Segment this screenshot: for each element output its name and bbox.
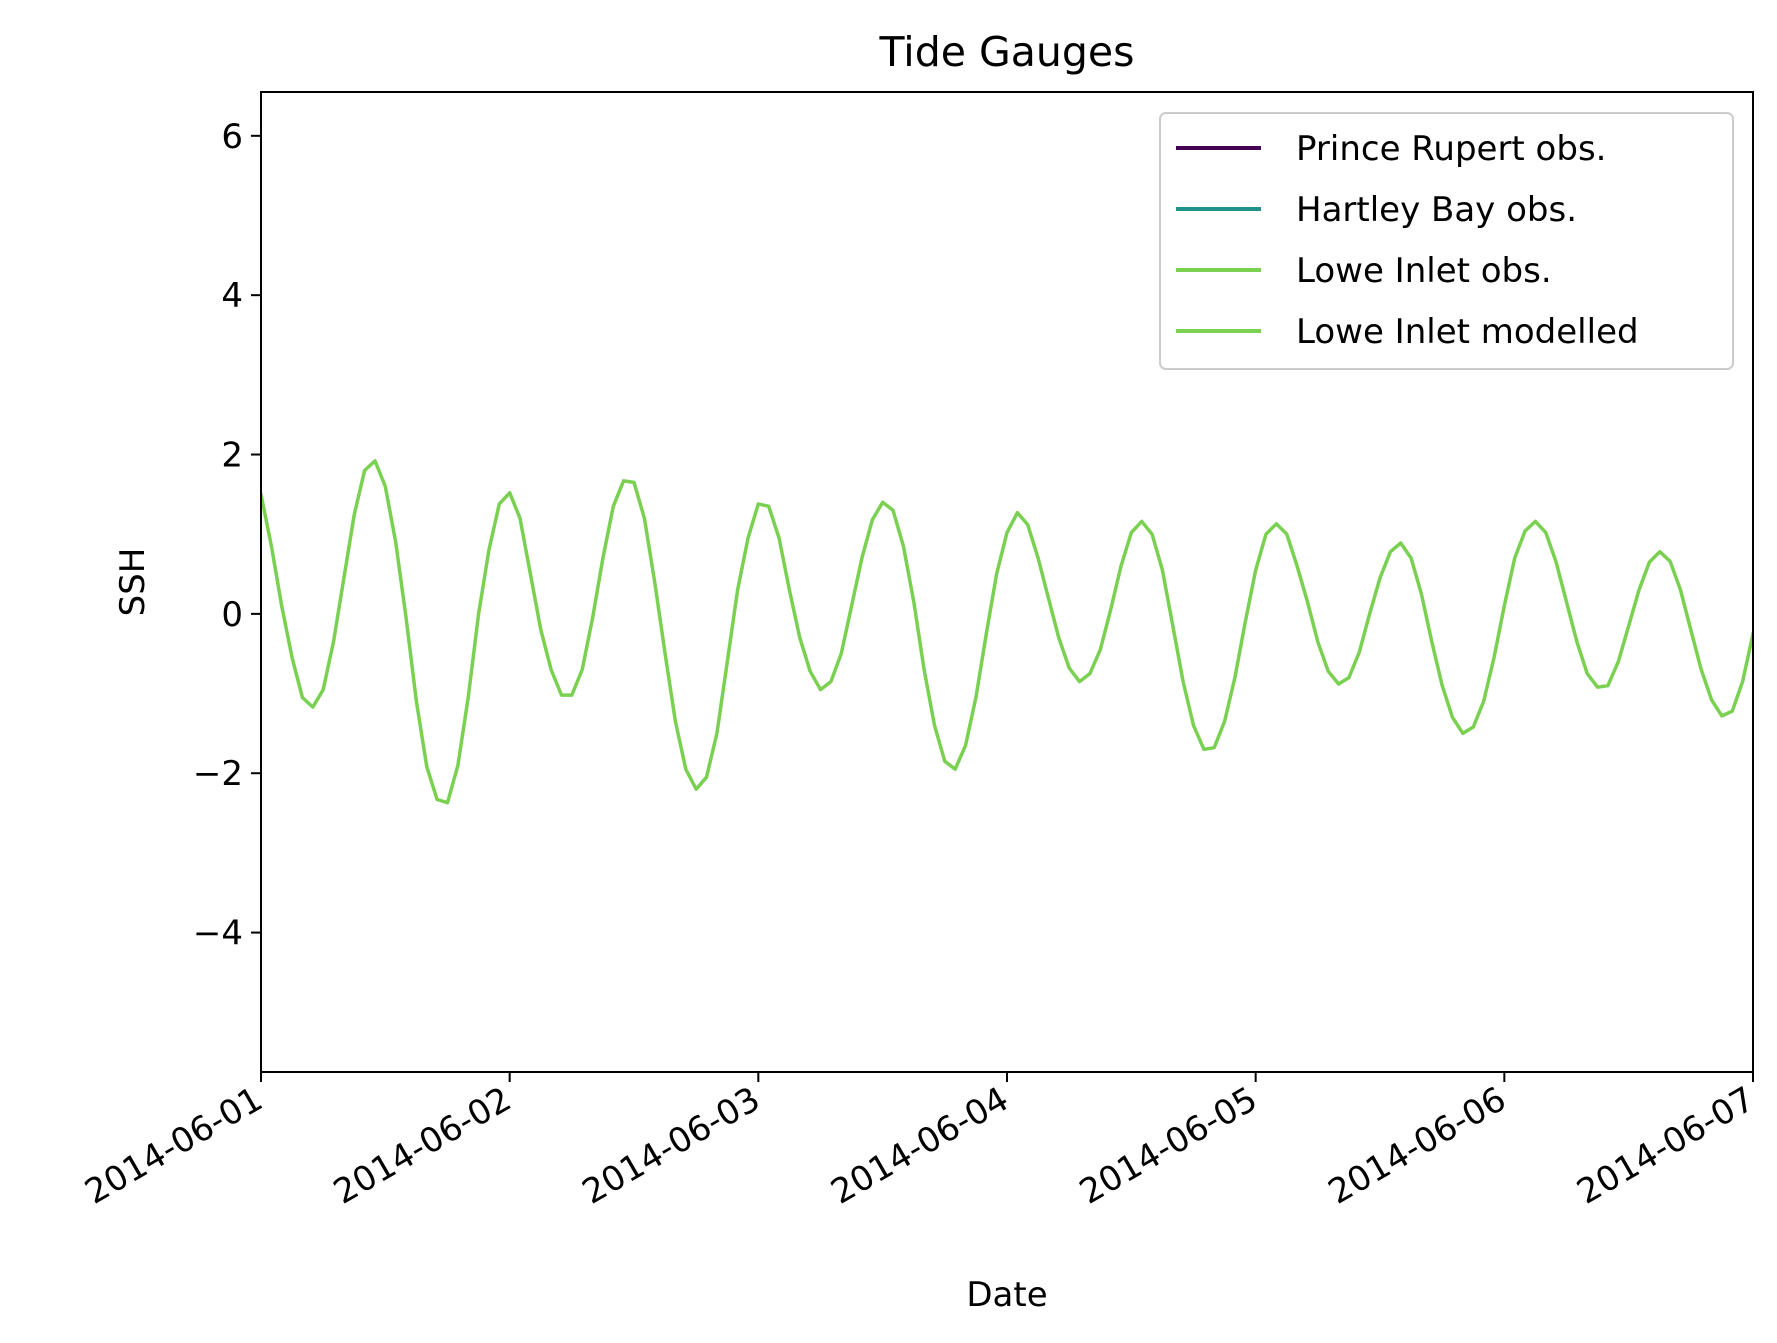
legend-label: Prince Rupert obs. — [1296, 129, 1606, 169]
y-axis-label: SSH — [113, 548, 153, 617]
x-axis-label: Date — [966, 1275, 1047, 1315]
y-tick-label: 6 — [221, 117, 243, 157]
legend-label: Hartley Bay obs. — [1296, 190, 1577, 230]
y-tick-label: −2 — [193, 754, 243, 794]
series-line-3 — [261, 459, 1753, 805]
legend-label: Lowe Inlet modelled — [1296, 312, 1639, 352]
series-layer — [261, 459, 1753, 805]
chart-title: Tide Gauges — [879, 28, 1135, 76]
legend-box — [1159, 112, 1734, 370]
y-axis: 6 4 2 0 −2 −4 — [193, 117, 261, 954]
y-tick-label: 4 — [221, 276, 243, 316]
y-tick-label: 0 — [221, 595, 243, 635]
y-tick-label: −4 — [193, 914, 243, 954]
legend-label: Lowe Inlet obs. — [1296, 251, 1552, 291]
y-tick-label: 2 — [221, 436, 243, 476]
legend[interactable]: Prince Rupert obs. Hartley Bay obs. Lowe I… — [1159, 112, 1734, 370]
